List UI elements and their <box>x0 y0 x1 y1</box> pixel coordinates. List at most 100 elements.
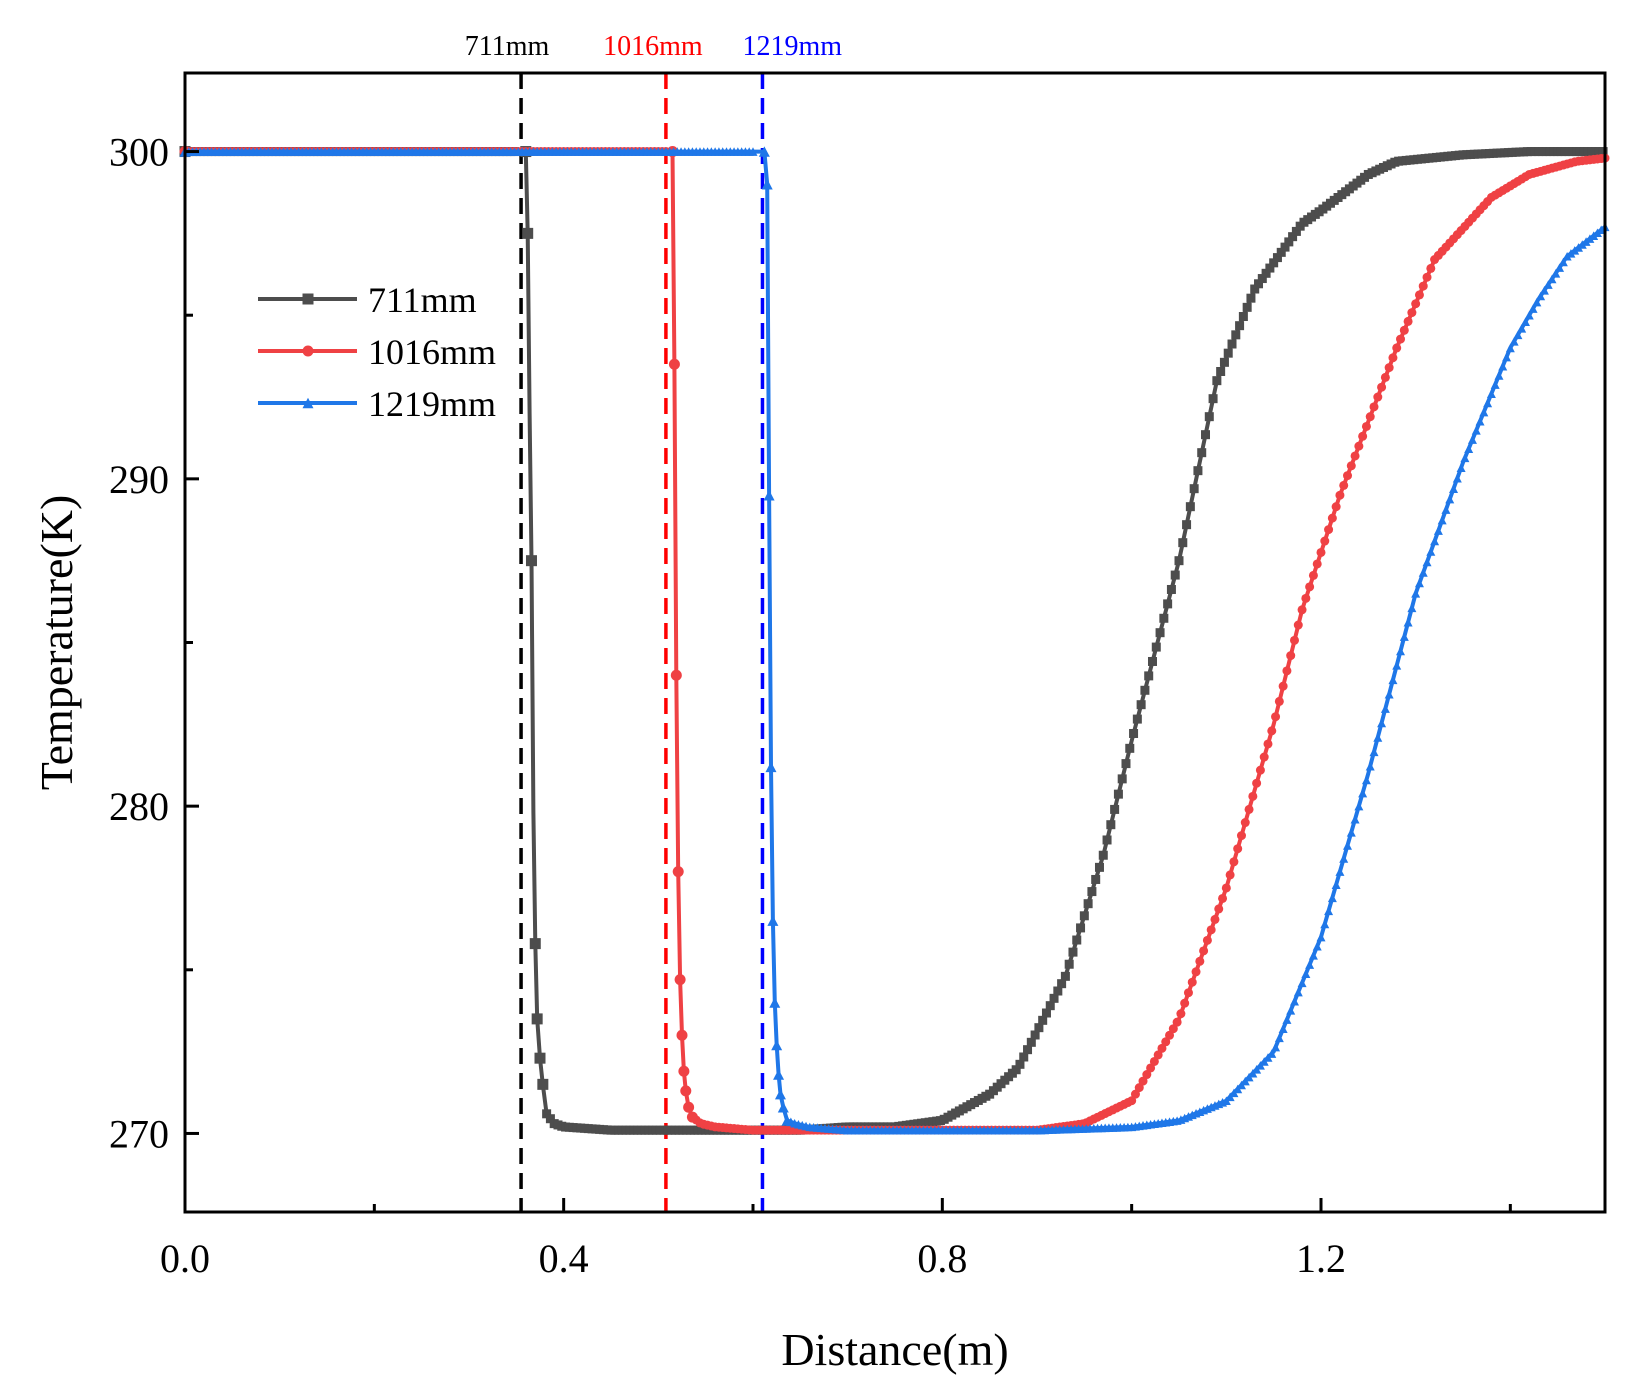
series-marker <box>1076 923 1086 933</box>
series-marker <box>1547 274 1557 284</box>
series-marker <box>1233 844 1243 854</box>
series-marker <box>1407 603 1417 613</box>
series-marker <box>1199 946 1209 956</box>
series-marker <box>1354 441 1364 451</box>
series-marker <box>1284 237 1294 247</box>
series-marker <box>1110 804 1120 814</box>
data-point <box>670 669 682 681</box>
reference-label-711mm: 711mm <box>465 31 550 62</box>
series-marker <box>1182 520 1192 530</box>
series-marker <box>1422 272 1432 282</box>
series-marker <box>1172 1017 1182 1027</box>
x-tick-label: 0.0 <box>160 1236 210 1281</box>
series-marker <box>1212 376 1222 386</box>
legend-marker <box>302 345 314 357</box>
series-marker <box>1208 394 1218 404</box>
series-marker <box>1505 343 1515 353</box>
series-marker <box>1098 850 1108 860</box>
legend-item-1219mm: 1219mm <box>258 384 496 424</box>
series-marker <box>1388 353 1398 363</box>
legend-label: 711mm <box>368 280 477 320</box>
series-marker <box>1274 1033 1284 1043</box>
series-marker <box>1517 324 1527 333</box>
series-marker <box>1102 835 1112 845</box>
series-marker <box>1045 1001 1055 1011</box>
series-marker <box>1289 996 1299 1006</box>
series-marker <box>1414 290 1424 300</box>
series-marker <box>1038 1015 1048 1025</box>
data-point <box>769 997 781 1008</box>
series-marker <box>1426 547 1436 556</box>
series-marker <box>1316 547 1326 557</box>
series-marker <box>1265 263 1275 273</box>
series-marker <box>1384 363 1394 373</box>
series-marker <box>1191 967 1201 977</box>
series-marker <box>1426 263 1436 273</box>
data-point <box>672 866 684 878</box>
series-band-1219mm <box>782 222 1610 1135</box>
series-marker <box>1178 538 1188 548</box>
series-marker <box>1343 841 1353 850</box>
series-marker <box>1392 343 1402 353</box>
series-marker <box>1235 321 1245 331</box>
series-marker <box>1365 412 1375 422</box>
series-marker <box>1231 330 1241 340</box>
series-marker <box>1312 559 1322 569</box>
series-marker <box>1524 310 1534 320</box>
series-marker <box>1301 593 1311 603</box>
series-marker <box>1257 274 1267 284</box>
series-marker <box>1117 774 1127 784</box>
series-marker <box>1146 1063 1156 1073</box>
series-marker <box>1289 635 1299 645</box>
series-marker <box>1229 857 1239 867</box>
series-marker <box>1129 728 1139 738</box>
series-marker <box>1011 1065 1021 1075</box>
series-marker <box>1136 700 1146 710</box>
x-tick-label: 1.2 <box>1296 1236 1346 1281</box>
series-marker <box>1134 1083 1144 1093</box>
series-marker <box>1343 471 1353 481</box>
series-marker <box>1252 778 1262 788</box>
y-axis-title: Temperature(K) <box>31 495 82 791</box>
y-tick-label: 290 <box>109 457 169 502</box>
series-marker <box>1216 366 1226 376</box>
series-marker <box>1520 317 1530 327</box>
data-point <box>781 1115 793 1126</box>
data-point <box>678 1065 690 1077</box>
data-point <box>534 1052 546 1064</box>
series-marker <box>1414 578 1424 588</box>
legend-label: 1219mm <box>368 384 496 424</box>
legend-item-711mm: 711mm <box>258 280 477 320</box>
series-marker <box>1335 490 1345 500</box>
data-point <box>537 1078 549 1090</box>
series-marker <box>1132 714 1142 724</box>
series-marker <box>1598 147 1608 157</box>
series-marker <box>1456 463 1466 472</box>
series-marker <box>1193 466 1203 476</box>
series-marker <box>1494 371 1504 380</box>
series-marker <box>1301 969 1311 979</box>
series-marker <box>1144 671 1154 681</box>
series-marker <box>1091 874 1101 884</box>
series-marker <box>1127 1096 1137 1106</box>
series-marker <box>1291 226 1301 236</box>
series-marker <box>1502 352 1512 362</box>
series-marker <box>1151 642 1161 652</box>
series-marker <box>1250 284 1260 294</box>
series-marker <box>1460 453 1470 463</box>
series-marker <box>1464 444 1474 454</box>
series-marker <box>1380 704 1390 713</box>
series-marker <box>1271 1042 1281 1052</box>
series-marker <box>1361 421 1371 431</box>
series-marker <box>1433 526 1443 535</box>
series-marker <box>1218 893 1228 903</box>
data-point <box>683 1101 695 1113</box>
series-marker <box>1350 451 1360 461</box>
series-marker <box>1113 789 1123 799</box>
series-marker <box>1254 279 1264 289</box>
series-marker <box>1030 1030 1040 1040</box>
legend: 711mm 1016mm 1219mm <box>258 280 496 424</box>
series-marker <box>1261 268 1271 278</box>
data-point <box>774 1088 786 1100</box>
series-marker <box>1138 1076 1148 1086</box>
